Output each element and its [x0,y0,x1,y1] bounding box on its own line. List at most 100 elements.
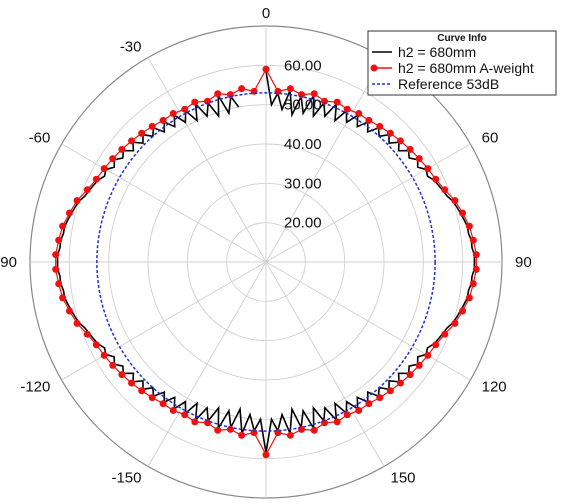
series-marker [169,406,177,414]
series-marker [55,236,63,244]
series-marker [469,236,477,244]
series-marker [472,265,480,273]
series-marker [451,319,459,327]
series-marker [424,165,432,173]
series-marker [286,431,294,439]
series-marker [441,330,449,338]
series-marker [424,351,432,359]
series-marker [214,90,222,98]
series-marker [396,379,404,387]
series-marker [52,265,60,273]
series-marker [181,411,189,419]
series-marker [191,98,199,106]
series-marker [83,330,91,338]
series-marker [159,116,167,124]
spoke-30 [265,57,385,263]
series-marker [432,341,440,349]
series-marker [52,251,60,259]
series-marker [203,97,211,105]
series-marker [415,361,423,369]
series-marker [365,400,373,408]
series-marker [355,110,363,118]
angle-tick-label: -120 [20,379,50,396]
series-marker [415,155,423,163]
series-marker [386,129,394,137]
series-marker [396,137,404,145]
series-marker [333,418,341,426]
series-marker [406,371,414,379]
series-marker [343,411,351,419]
radial-tick-label: 20.00 [284,215,322,232]
series-marker [472,251,480,259]
series-marker [92,175,100,183]
series-marker [73,197,81,205]
spoke-60 [265,143,471,263]
radial-tick-label: 60.00 [284,57,322,74]
series-marker [55,280,63,288]
legend-label-series-2: h2 = 680mm A-weight [398,60,534,76]
series-marker [148,394,156,402]
radial-tick-label: 30.00 [284,175,322,192]
series-marker [355,406,363,414]
series-marker [376,122,384,130]
series-marker [238,431,246,439]
series-marker [138,129,146,137]
series-marker [286,85,294,93]
series-marker [65,307,73,315]
angle-tick-label: 90 [515,254,532,271]
series-marker [59,294,67,302]
series-marker [92,341,100,349]
series-marker [169,110,177,118]
series-marker [128,379,136,387]
series-marker [465,222,473,230]
spoke--30 [147,57,267,263]
series-marker [376,394,384,402]
spoke-120 [265,261,471,381]
angle-tick-label: 60 [482,130,499,147]
series-marker [100,351,108,359]
legend-box [367,30,557,96]
angle-tick-label: -30 [120,38,142,55]
legend-label-series-1: h2 = 680mm [398,44,476,60]
legend-title: Curve Info [437,33,486,44]
series-marker [128,137,136,145]
angle-tick-label: -90 [0,254,17,271]
series-reference-53db [96,92,436,432]
series-marker [365,116,373,124]
series-marker [333,98,341,106]
series-marker [451,197,459,205]
radial-tick-label: 50.00 [284,97,322,114]
series-marker [469,280,477,288]
angle-tick-label: 120 [482,379,507,396]
series-marker [406,145,414,153]
legend: Curve Info h2 = 680mm h2 = 680mm A-weigh… [367,30,557,96]
series-marker [148,122,156,130]
series-marker [214,426,222,434]
series-marker [118,371,126,379]
series-marker [100,165,108,173]
angle-tick-label: 0 [262,5,270,22]
series-marker [109,361,117,369]
series-marker [191,418,199,426]
series-marker [432,175,440,183]
spoke--120 [61,261,267,381]
polar-grid [29,25,503,499]
radial-tick-labels: 20.00 30.00 40.00 50.00 60.00 [284,57,322,231]
spoke-150 [265,261,385,467]
series-marker [118,145,126,153]
series-marker [159,400,167,408]
series-marker [310,90,318,98]
series-marker [386,387,394,395]
series-marker [181,105,189,113]
series-marker [262,451,270,459]
series-marker [459,209,467,217]
series-marker [441,186,449,194]
series-marker [238,85,246,93]
series-marker [138,387,146,395]
series-marker [65,209,73,217]
legend-marker-series-2 [370,64,378,72]
series-marker [109,155,117,163]
angle-tick-label: 150 [391,470,416,487]
spoke--60 [61,143,267,263]
